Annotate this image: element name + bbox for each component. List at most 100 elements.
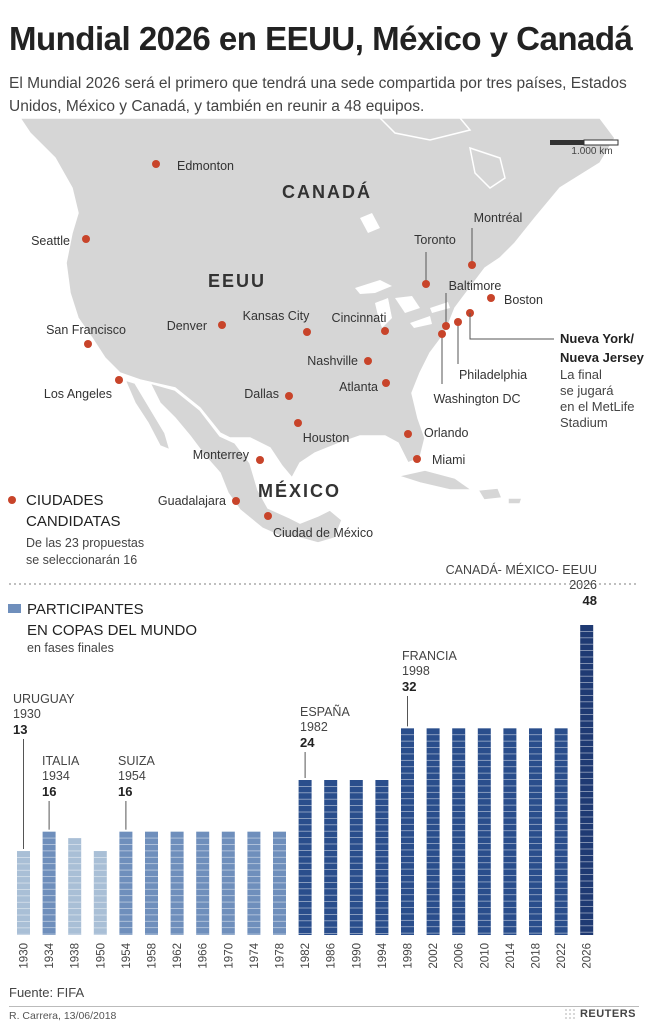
- final-note-line-3: en el MetLife: [560, 399, 634, 414]
- bar-fill-1958: [145, 831, 158, 935]
- annotation-value-2026: 48: [583, 593, 597, 608]
- city-dot-san-francisco: [84, 340, 92, 348]
- city-label-houston: Houston: [303, 431, 350, 445]
- city-dot-philadelphia: [454, 318, 462, 326]
- chart-x-ticks: 1930 1934 1938 1950 1954 1958 1962 1966 1970 1974…: [19, 942, 594, 968]
- x-tick-1938: 1938: [70, 943, 82, 969]
- city-label-ciudad-de-mexico: Ciudad de México: [273, 526, 373, 540]
- bar-fill-2002: [426, 728, 440, 935]
- annotation-value-1954: 16: [118, 784, 132, 799]
- bar-fill-1982: [298, 780, 312, 935]
- annotation-year-2026: 2026: [569, 578, 597, 592]
- bar-fill-1978: [273, 831, 286, 935]
- page-title: Mundial 2026 en EEUU, México y Canadá: [9, 20, 633, 57]
- annotation-year-1930: 1930: [13, 707, 41, 721]
- reuters-logo: REUTERS: [563, 1008, 636, 1020]
- city-label-toronto: Toronto: [414, 233, 456, 247]
- annotation-year-1998: 1998: [402, 664, 430, 678]
- city-label-atlanta: Atlanta: [339, 380, 378, 394]
- city-label-kansas-city: Kansas City: [243, 309, 310, 323]
- city-dot-cincinnati: [381, 327, 389, 335]
- chart-legend-title-line-2: EN COPAS DEL MUNDO: [27, 622, 197, 639]
- bar-fill-1934: [42, 831, 56, 935]
- city-dot-dallas: [285, 392, 293, 400]
- bar-fill-1986: [324, 780, 338, 935]
- bar-fill-1994: [375, 780, 389, 935]
- reuters-logo-text: REUTERS: [579, 1008, 636, 1020]
- annotation-label-1982: ESPAÑA: [300, 705, 350, 719]
- bar-2002: [426, 728, 440, 935]
- city-dot-ciudad-de-mexico: [264, 512, 272, 520]
- city-dot-toronto: [422, 280, 430, 288]
- x-tick-1934: 1934: [44, 942, 56, 968]
- city-label-guadalajara: Guadalajara: [158, 494, 226, 508]
- city-label-los-angeles: Los Angeles: [44, 387, 112, 401]
- x-tick-2002: 2002: [428, 943, 440, 969]
- city-dot-washington-dc: [438, 330, 446, 338]
- final-note-line-2: se jugará: [560, 383, 614, 398]
- bar-fill-2022: [554, 728, 568, 935]
- credit-note: R. Carrera, 13/06/2018: [9, 1010, 117, 1022]
- city-label-washington-dc: Washington DC: [433, 392, 520, 406]
- annotation-label-1934: ITALIA: [42, 754, 80, 768]
- bar-1970: [221, 831, 235, 935]
- x-tick-1950: 1950: [95, 943, 107, 969]
- x-tick-1982: 1982: [300, 943, 312, 969]
- chart-legend-title-line-1: PARTICIPANTES: [27, 601, 144, 618]
- city-label-nashville: Nashville: [307, 354, 358, 368]
- city-dot-guadalajara: [232, 497, 240, 505]
- bar-fill-2026: [580, 625, 594, 935]
- bar-fill-1930: [17, 851, 30, 935]
- city-label-denver: Denver: [167, 319, 207, 333]
- annotation-value-1930: 13: [13, 722, 27, 737]
- city-label-montreal: Montréal: [474, 211, 523, 225]
- city-dot-boston: [487, 294, 495, 302]
- city-dot-baltimore: [442, 322, 450, 330]
- x-tick-2026: 2026: [582, 943, 594, 969]
- bar-2010: [477, 728, 491, 935]
- city-dot-miami: [413, 455, 421, 463]
- bar-fill-1950: [93, 851, 107, 935]
- bar-1998: [401, 728, 414, 935]
- chart-annotations: URUGUAY193013ITALIA193416SUIZA195416ESPA…: [13, 562, 597, 799]
- bar-fill-2014: [503, 728, 517, 935]
- x-tick-2010: 2010: [479, 943, 491, 969]
- chart-legend: PARTICIPANTES EN COPAS DEL MUNDO en fase…: [8, 601, 197, 655]
- bar-2022: [554, 728, 568, 935]
- city-dot-monterrey: [256, 456, 264, 464]
- chart-annotation-leaders: [23, 696, 408, 850]
- city-dot-denver: [218, 321, 226, 329]
- city-label-dallas: Dallas: [244, 387, 279, 401]
- bar-fill-1962: [170, 831, 184, 935]
- chart-legend-note: en fases finales: [27, 641, 114, 655]
- city-dot-atlanta: [382, 379, 390, 387]
- bar-2018: [529, 728, 542, 935]
- annotation-year-1934: 1934: [42, 769, 70, 783]
- city-dot-seattle: [82, 235, 90, 243]
- bar-2026: [580, 625, 594, 935]
- x-tick-2018: 2018: [531, 943, 543, 969]
- city-dot-houston: [294, 419, 302, 427]
- x-tick-1990: 1990: [351, 943, 363, 969]
- bar-fill-2006: [452, 728, 466, 935]
- bar-1978: [273, 831, 286, 935]
- bar-fill-1966: [196, 831, 210, 935]
- host-map: 1.000 km CANADÁ EEUU MÉXICO Edmonton Seat…: [8, 118, 645, 567]
- annotation-label-1954: SUIZA: [118, 754, 155, 768]
- annotation-year-1954: 1954: [118, 769, 146, 783]
- annotation-label-1998: FRANCIA: [402, 649, 458, 663]
- legend-title-line-2: CANDIDATAS: [26, 513, 120, 530]
- page-subtitle: El Mundial 2026 será el primero que tend…: [9, 75, 627, 115]
- x-tick-1970: 1970: [223, 943, 235, 969]
- bar-1986: [324, 780, 338, 935]
- chart-legend-swatch: [8, 604, 21, 613]
- city-label-monterrey: Monterrey: [193, 448, 250, 462]
- x-tick-2022: 2022: [556, 943, 568, 969]
- bar-1938: [68, 838, 82, 935]
- x-tick-1954: 1954: [121, 942, 133, 968]
- x-tick-1974: 1974: [249, 942, 261, 968]
